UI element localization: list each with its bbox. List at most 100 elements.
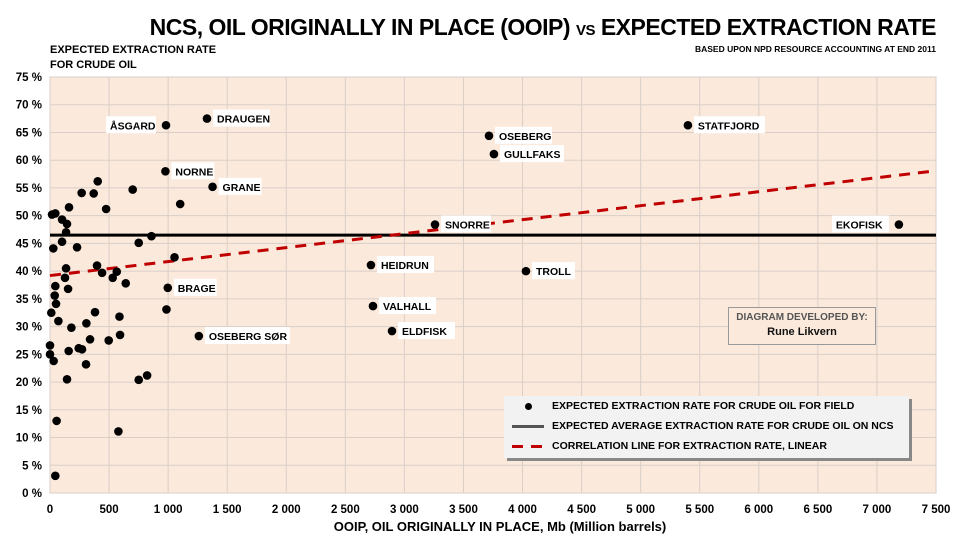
data-point — [61, 264, 71, 273]
data-label: STATFJORD — [698, 120, 760, 132]
data-label-box — [204, 327, 290, 345]
data-label-box — [397, 322, 455, 340]
data-label: OSEBERG SØR — [209, 331, 288, 343]
named-data-point — [894, 220, 904, 229]
named-data-point — [208, 182, 217, 192]
data-point — [64, 203, 74, 212]
legend: EXPECTED EXTRACTION RATE FOR CRUDE OIL F… — [504, 396, 909, 458]
data-label-box — [440, 215, 491, 233]
x-tick-label: 1 500 — [213, 504, 242, 516]
x-tick-label: 0 — [47, 504, 53, 516]
y-axis-label: EXPECTED EXTRACTION RATE FOR CRUDE OIL — [50, 43, 216, 73]
x-tick-label: 3 000 — [390, 504, 419, 516]
data-point — [49, 244, 58, 253]
y-tick-label: 75 % — [16, 72, 42, 84]
data-label: VALHALL — [383, 301, 432, 313]
data-point — [51, 471, 60, 481]
legend-label: EXPECTED EXTRACTION RATE FOR CRUDE OIL F… — [552, 400, 855, 412]
legend-entry-trend: CORRELATION LINE FOR EXTRACTION RATE, LI… — [504, 436, 909, 456]
data-label-box — [376, 256, 434, 274]
x-tick-label: 5 000 — [626, 504, 655, 516]
data-point — [81, 360, 91, 369]
data-point — [114, 427, 123, 436]
data-point — [93, 176, 103, 186]
data-point — [85, 335, 95, 344]
y-tick-label: 55 % — [16, 183, 42, 195]
data-point — [54, 316, 63, 326]
data-point — [45, 350, 55, 359]
y-tick-label: 30 % — [16, 322, 42, 334]
named-data-point — [683, 120, 693, 130]
data-label-box — [494, 126, 552, 144]
chart-title: NCS, OIL ORIGINALLY IN PLACE (OOIP) VS E… — [149, 14, 937, 41]
x-tick-label: 4 500 — [567, 504, 596, 516]
legend-label: EXPECTED AVERAGE EXTRACTION RATE FOR CRU… — [552, 420, 894, 432]
title-vs: VS — [575, 22, 596, 39]
data-point — [61, 228, 71, 237]
y-tick-label: 0 % — [22, 488, 42, 500]
y-tick-label: 70 % — [16, 100, 42, 112]
data-point — [46, 308, 56, 318]
data-label: SNORRE — [445, 220, 490, 232]
x-tick-label: 6 500 — [803, 504, 832, 516]
data-point — [134, 375, 144, 385]
title-main: NCS, OIL ORIGINALLY IN PLACE (OOIP) — [149, 14, 571, 40]
data-point — [147, 231, 156, 241]
data-label-box — [378, 297, 436, 315]
data-point — [112, 267, 122, 276]
chart-subtitle: BASED UPON NPD RESOURCE ACCOUNTING AT EN… — [694, 44, 936, 54]
data-label-box — [831, 215, 889, 233]
data-point — [162, 305, 171, 314]
data-label: EKOFISK — [836, 220, 883, 232]
x-tick-label: 5 500 — [685, 504, 714, 516]
y-tick-label: 20 % — [16, 377, 42, 389]
x-tick-label: 7 500 — [922, 504, 951, 516]
data-label: HEIDRUN — [381, 260, 429, 272]
data-point — [82, 318, 91, 328]
data-point — [104, 336, 114, 345]
data-point — [115, 330, 125, 340]
data-label: OSEBERG — [499, 131, 552, 143]
x-tick-label: 1 000 — [154, 504, 183, 516]
named-data-point — [387, 326, 397, 336]
credit-author: Rune Likvern — [767, 326, 837, 338]
y-tick-label: 60 % — [16, 155, 42, 167]
data-label-box — [106, 116, 157, 134]
data-point — [51, 299, 61, 309]
data-point — [52, 416, 61, 426]
data-point — [45, 341, 55, 350]
x-tick-label: 3 500 — [449, 504, 478, 516]
named-data-point — [202, 114, 212, 123]
data-point — [115, 312, 124, 321]
dashed-line-icon — [512, 444, 544, 448]
y-tick-label: 45 % — [16, 238, 42, 250]
credit-heading: DIAGRAM DEVELOPED BY: — [736, 312, 868, 323]
data-point — [57, 237, 67, 247]
y-tick-label: 40 % — [16, 266, 42, 278]
data-point — [128, 185, 137, 194]
data-label-box — [499, 145, 564, 163]
data-label-box — [212, 109, 270, 127]
legend-entry-points: EXPECTED EXTRACTION RATE FOR CRUDE OIL F… — [504, 396, 909, 416]
data-label-box — [531, 262, 575, 280]
named-data-point — [163, 283, 173, 293]
data-label: ÅSGARD — [110, 119, 156, 132]
data-point — [63, 284, 73, 294]
y-tick-label: 10 % — [16, 433, 42, 445]
x-tick-label: 2 500 — [331, 504, 360, 516]
data-point — [92, 261, 102, 270]
dot-marker-icon — [524, 402, 532, 410]
data-point — [51, 281, 60, 291]
data-point — [89, 189, 99, 198]
y-tick-label: 5 % — [22, 460, 42, 472]
data-label: BRAGE — [178, 283, 216, 295]
legend-label: CORRELATION LINE FOR EXTRACTION RATE, LI… — [552, 440, 827, 452]
named-data-point — [366, 260, 376, 270]
y-tick-label: 35 % — [16, 294, 42, 306]
data-label: GRANE — [223, 182, 261, 194]
data-point — [97, 268, 107, 278]
legend-entry-average: EXPECTED AVERAGE EXTRACTION RATE FOR CRU… — [504, 416, 909, 436]
y-label-line2: FOR CRUDE OIL — [50, 59, 137, 71]
data-point — [134, 238, 144, 248]
title-rest: EXPECTED EXTRACTION RATE — [600, 14, 937, 40]
